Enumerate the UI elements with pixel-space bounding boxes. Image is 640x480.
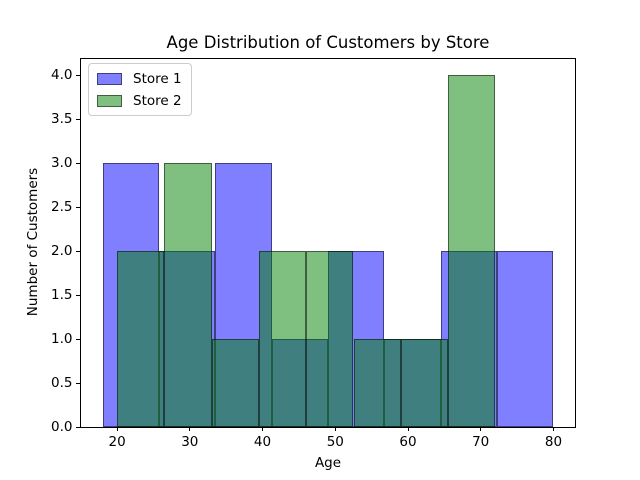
legend-entry-store2: Store 2 — [97, 92, 183, 109]
y-tick-label: 4.0 — [51, 67, 73, 84]
x-tick — [262, 427, 263, 432]
y-tick — [76, 294, 80, 296]
x-tick-label: 50 — [326, 433, 344, 450]
legend-label-store1: Store 1 — [133, 70, 182, 87]
x-tick-label: 80 — [544, 433, 563, 450]
bar-store2-7 — [448, 75, 496, 428]
x-tick-label: 20 — [108, 433, 126, 450]
bar-store2-6 — [400, 339, 448, 428]
y-tick-label: 0.5 — [51, 375, 73, 392]
y-tick-label: 2.5 — [51, 199, 73, 216]
bar-store2-4 — [306, 251, 354, 428]
x-tick — [407, 427, 409, 432]
x-tick — [189, 427, 191, 432]
bar-store1-7 — [497, 251, 554, 428]
y-tick — [76, 426, 80, 428]
y-tick — [76, 206, 80, 208]
legend-swatch-store2 — [97, 94, 122, 107]
x-tick-label: 60 — [399, 433, 417, 450]
x-tick-label: 70 — [472, 433, 490, 450]
x-tick — [480, 427, 482, 432]
y-tick — [76, 250, 80, 252]
y-tick-label: 3.0 — [51, 155, 73, 172]
y-tick-label: 1.0 — [51, 331, 73, 348]
y-tick-label: 3.5 — [51, 111, 73, 128]
y-tick — [76, 382, 80, 384]
bar-store2-0 — [117, 251, 165, 428]
legend-label-store2: Store 2 — [133, 92, 182, 109]
y-tick-label: 1.5 — [51, 287, 73, 304]
x-tick-label: 30 — [181, 433, 199, 450]
y-axis-label: Number of Customers — [25, 167, 41, 317]
y-tick — [76, 118, 80, 120]
y-tick — [76, 338, 80, 340]
chart-title: Age Distribution of Customers by Store — [166, 33, 490, 52]
x-tick — [334, 427, 336, 432]
x-tick — [116, 427, 118, 432]
legend-entry-store1: Store 1 — [97, 70, 183, 87]
bar-store2-3 — [258, 251, 307, 428]
legend: Store 1 Store 2 — [88, 63, 192, 116]
y-tick — [76, 162, 80, 164]
bar-store2-2 — [211, 339, 259, 428]
y-tick-label: 0.0 — [51, 419, 73, 436]
x-axis-label: Age — [314, 455, 342, 471]
y-tick-label: 2.0 — [51, 243, 73, 260]
bar-store2-5 — [353, 339, 401, 428]
bar-store2-1 — [164, 163, 212, 428]
y-tick — [76, 74, 80, 76]
x-tick — [553, 427, 554, 432]
legend-swatch-store1 — [97, 72, 122, 85]
x-tick-label: 40 — [253, 433, 272, 450]
